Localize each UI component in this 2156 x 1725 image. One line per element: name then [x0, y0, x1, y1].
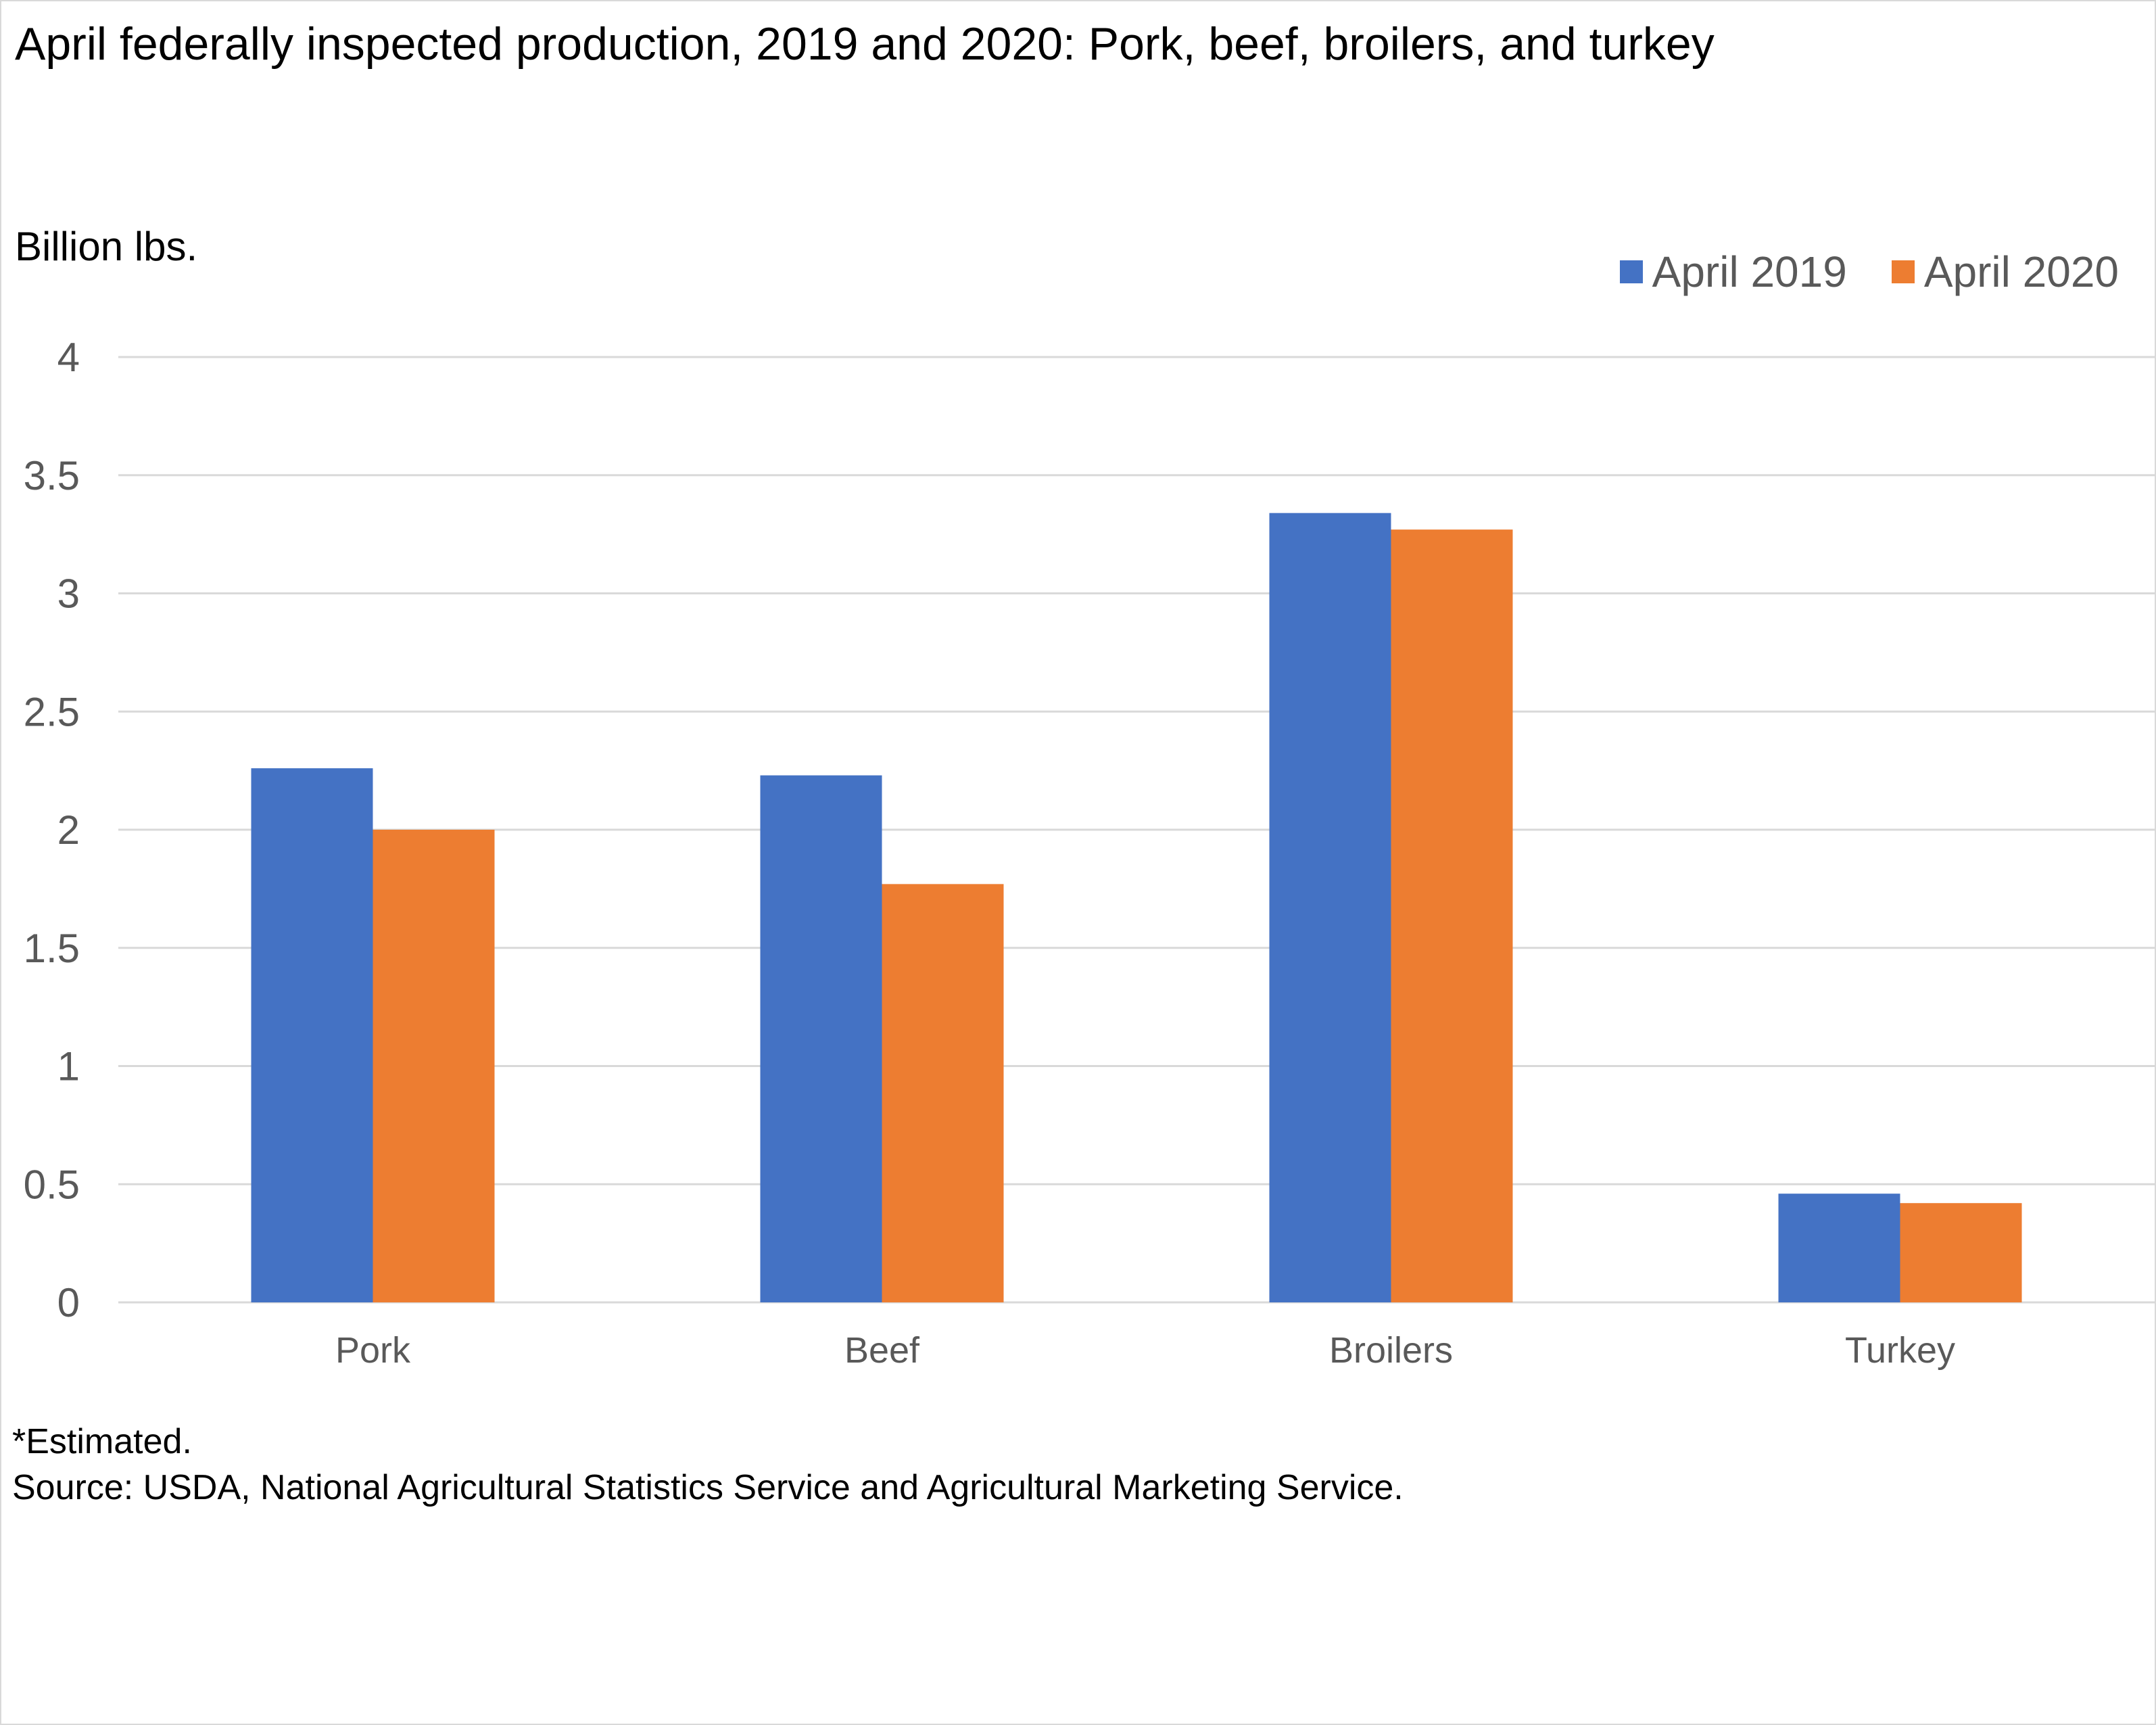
y-tick-label-6: 3 [57, 571, 80, 617]
y-axis-ticks: 0 0.5 1 1.5 2 2.5 3 3.5 4 [24, 335, 80, 1325]
footnote-source: Source: USDA, National Agricultural Stat… [12, 1468, 1404, 1507]
x-category-label-pork: Pork [335, 1330, 411, 1371]
bar-beef-april-2019 [760, 775, 882, 1302]
legend: April 2019 April 2020 [1575, 247, 2119, 297]
y-tick-label-3: 1.5 [24, 926, 80, 971]
y-tick-label-7: 3.5 [24, 453, 80, 498]
bar-pork-april-2020 [373, 830, 495, 1302]
legend-swatch-april-2019 [1619, 260, 1643, 283]
footnote-estimated: *Estimated. [12, 1422, 192, 1461]
footnote: *Estimated. Source: USDA, National Agric… [12, 1419, 1404, 1511]
y-axis-unit-label: Billion lbs. [15, 224, 198, 269]
x-category-label-broilers: Broilers [1329, 1330, 1453, 1371]
chart-title: April federally inspected production, 20… [15, 18, 1715, 70]
y-tick-label-2: 1 [57, 1044, 80, 1089]
x-category-label-beef: Beef [844, 1330, 920, 1371]
x-category-label-turkey: Turkey [1845, 1330, 1955, 1371]
y-tick-label-5: 2.5 [24, 689, 80, 734]
bar-broilers-april-2019 [1269, 513, 1391, 1303]
x-axis-categories: Pork Beef Broilers Turkey [335, 1330, 1955, 1371]
legend-label-april-2020: April 2020 [1923, 247, 2119, 296]
y-tick-label-0: 0 [57, 1280, 80, 1325]
bar-pork-april-2019 [251, 768, 373, 1302]
legend-label-april-2019: April 2019 [1652, 247, 1847, 296]
y-tick-label-1: 0.5 [24, 1162, 80, 1207]
bars [251, 513, 2022, 1303]
bar-broilers-april-2020 [1391, 529, 1513, 1302]
bar-beef-april-2020 [882, 884, 1004, 1302]
y-tick-label-4: 2 [57, 807, 80, 853]
legend-item-april-2019: April 2019 [1619, 247, 1847, 297]
bar-turkey-april-2019 [1778, 1194, 1900, 1302]
y-tick-label-8: 4 [57, 335, 80, 380]
legend-item-april-2020: April 2020 [1891, 247, 2119, 297]
legend-swatch-april-2020 [1891, 260, 1915, 283]
bar-turkey-april-2020 [1900, 1203, 2022, 1302]
